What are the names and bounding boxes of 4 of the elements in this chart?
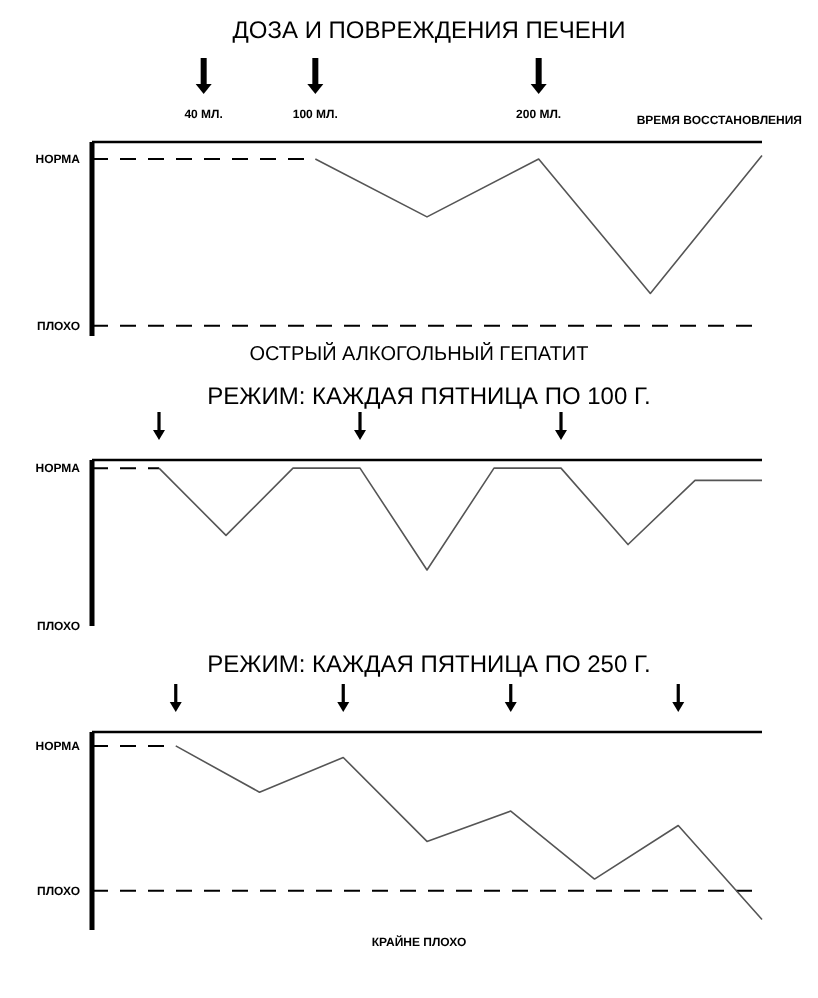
chart-title: РЕЖИМ: КАЖДАЯ ПЯТНИЦА ПО 250 Г. bbox=[205, 650, 653, 678]
text: ОСТРЫЙ АЛКОГОЛЬНЫЙ ГЕПАТИТ bbox=[247, 344, 591, 366]
chart-title: ДОЗА И ПОВРЕЖДЕНИЯ ПЕЧЕНИ bbox=[230, 16, 628, 44]
chart-title: РЕЖИМ: КАЖДАЯ ПЯТНИЦА ПО 100 Г. bbox=[205, 382, 653, 410]
